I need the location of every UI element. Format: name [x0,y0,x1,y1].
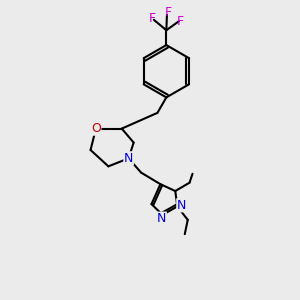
Text: N: N [124,152,133,165]
Text: N: N [157,212,166,225]
Text: O: O [91,122,101,135]
Text: F: F [177,15,184,28]
Text: F: F [164,6,171,19]
Text: N: N [177,199,186,212]
Text: F: F [149,12,156,26]
